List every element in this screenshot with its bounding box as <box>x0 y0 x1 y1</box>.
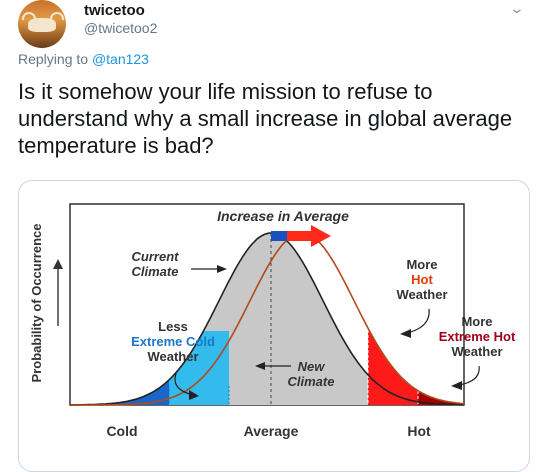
reply-prefix: Replying to <box>18 51 89 67</box>
avatar-horn-right <box>50 12 64 20</box>
more-extreme-hot-label-2: Extreme Hot <box>439 329 516 344</box>
less-cold-label-3: Weather <box>147 349 198 364</box>
x-label-average: Average <box>244 423 299 439</box>
more-extreme-hot-arrow-icon <box>451 381 462 390</box>
less-cold-label-2: Extreme Cold <box>131 334 215 349</box>
less-cold-arrow-icon <box>189 390 199 400</box>
current-climate-arrow-icon <box>217 265 227 273</box>
reply-context: Replying to @tan123 <box>18 51 149 67</box>
current-climate-area <box>70 233 464 405</box>
avatar-skull-icon <box>28 18 56 32</box>
x-label-cold: Cold <box>106 423 137 439</box>
more-extreme-hot-pointer <box>458 365 480 386</box>
more-hot-arrow-icon <box>400 329 411 338</box>
more-hot-label-3: Weather <box>396 287 447 302</box>
up-arrow-icon <box>53 259 63 269</box>
handle[interactable]: @twicetoo2 <box>84 20 158 36</box>
tweet-text: Is it somehow your life mission to refus… <box>18 79 513 158</box>
climate-distribution-figure: Increase in Average Probability of Occur… <box>29 203 516 439</box>
new-climate-curve <box>70 232 465 406</box>
avatar[interactable] <box>18 0 66 48</box>
media-image[interactable]: Increase in Average Probability of Occur… <box>18 180 530 472</box>
increase-label: Increase in Average <box>217 208 349 224</box>
more-extreme-hot-label-3: Weather <box>451 344 502 359</box>
new-climate-label-2: Climate <box>288 374 335 389</box>
increase-arrow-icon <box>271 225 331 247</box>
less-cold-label-1: Less <box>158 319 188 334</box>
chevron-down-icon[interactable]: ⌄ <box>508 0 526 16</box>
avatar-horn-left <box>22 12 36 20</box>
more-hot-label-1: More <box>406 257 437 272</box>
x-label-hot: Hot <box>407 423 431 439</box>
display-name[interactable]: twicetoo <box>84 2 145 19</box>
more-hot-label-2: Hot <box>411 272 433 287</box>
y-axis-label: Probability of Occurrence <box>29 224 44 383</box>
current-climate-curve <box>70 232 464 406</box>
current-climate-label-1: Current <box>132 249 180 264</box>
new-climate-label-1: New <box>298 359 326 374</box>
more-extreme-hot-label-1: More <box>461 314 492 329</box>
current-climate-label-2: Climate <box>132 264 179 279</box>
new-climate-arrow-icon <box>255 362 265 370</box>
reply-to-link[interactable]: @tan123 <box>91 51 149 67</box>
